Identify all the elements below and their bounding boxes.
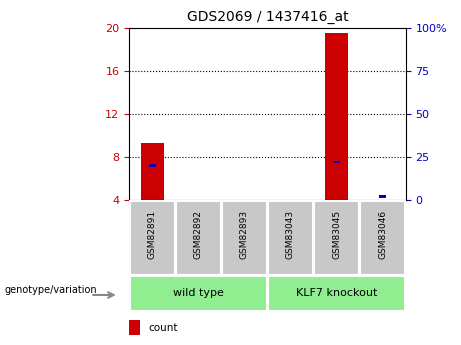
- Bar: [379, 195, 386, 198]
- Title: GDS2069 / 1437416_at: GDS2069 / 1437416_at: [187, 10, 348, 24]
- Text: GSM82892: GSM82892: [194, 210, 203, 259]
- FancyBboxPatch shape: [268, 276, 405, 310]
- FancyBboxPatch shape: [130, 276, 267, 310]
- Bar: [325, 33, 348, 200]
- Text: GSM83045: GSM83045: [332, 210, 341, 259]
- FancyBboxPatch shape: [176, 201, 221, 275]
- FancyBboxPatch shape: [360, 201, 405, 275]
- FancyBboxPatch shape: [314, 201, 359, 275]
- Text: GSM83043: GSM83043: [286, 210, 295, 259]
- FancyBboxPatch shape: [130, 201, 175, 275]
- Text: GSM82893: GSM82893: [240, 210, 249, 259]
- Text: KLF7 knockout: KLF7 knockout: [296, 288, 377, 298]
- FancyBboxPatch shape: [268, 201, 313, 275]
- Bar: [333, 161, 340, 164]
- Bar: [129, 321, 140, 335]
- Text: GSM82891: GSM82891: [148, 210, 157, 259]
- Text: genotype/variation: genotype/variation: [5, 285, 97, 295]
- Text: GSM83046: GSM83046: [378, 210, 387, 259]
- Text: count: count: [148, 323, 178, 333]
- Bar: [148, 164, 156, 167]
- FancyBboxPatch shape: [222, 201, 267, 275]
- Bar: [141, 143, 164, 200]
- Text: wild type: wild type: [173, 288, 224, 298]
